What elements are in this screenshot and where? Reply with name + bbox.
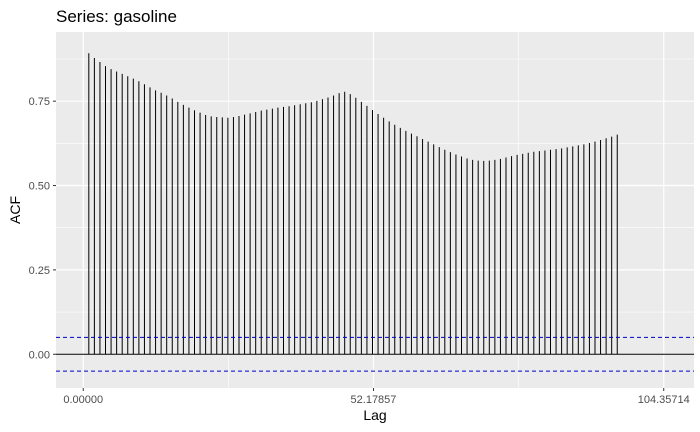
x-axis-ticks: 0.00000 52.17857 104.35714 [63, 388, 690, 406]
x-tick-label: 104.35714 [638, 394, 690, 406]
acf-bars [88, 53, 618, 355]
x-tick-label: 0.00000 [63, 394, 103, 406]
y-tick-label: 0.00 [29, 349, 50, 361]
y-axis-ticks: 0.00 0.25 0.50 0.75 [29, 96, 56, 361]
y-axis-title: ACF [7, 196, 23, 224]
chart-title: Series: gasoline [56, 7, 177, 26]
x-axis-title: Lag [363, 407, 386, 423]
reference-lines [56, 336, 694, 372]
plot-panel [56, 32, 694, 388]
x-tick-label: 52.17857 [351, 394, 397, 406]
y-tick-label: 0.25 [29, 265, 50, 277]
y-tick-label: 0.75 [29, 96, 50, 108]
y-tick-label: 0.50 [29, 181, 50, 193]
